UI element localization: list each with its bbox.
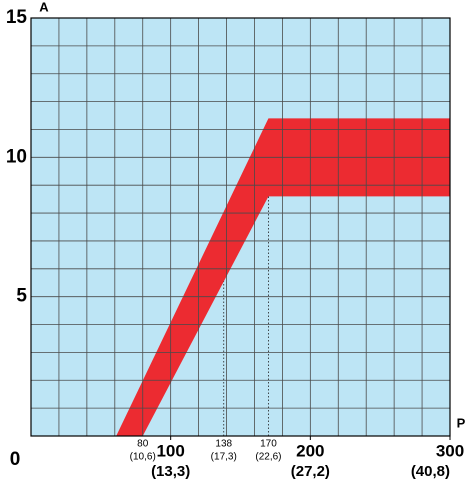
y-axis-label: A: [39, 0, 49, 14]
plot-frame: [30, 17, 451, 437]
x-tick-label: 300: [436, 441, 464, 460]
y-tick-label: 15: [6, 7, 28, 28]
x-tick-sublabel-minor: (17,3): [211, 452, 237, 463]
y-tick-label: 5: [16, 286, 27, 307]
x-tick-label-minor: 170: [260, 439, 277, 450]
x-axis-label: P: [457, 415, 466, 430]
x-tick-label-minor: 138: [215, 439, 232, 450]
x-tick-label: 100: [156, 441, 184, 460]
x-tick-label-minor: 80: [137, 439, 149, 450]
x-tick-sublabel-minor: (10,6): [130, 452, 156, 463]
x-tick-sublabel-minor: (22,6): [255, 452, 281, 463]
x-tick-label: 200: [296, 441, 324, 460]
x-tick-sublabel: (40,8): [411, 463, 450, 480]
x-tick-sublabel: (13,3): [151, 463, 190, 480]
band-area: [116, 118, 451, 436]
x-tick-sublabel: (27,2): [291, 463, 330, 480]
y-tick-label: 10: [6, 146, 27, 167]
y-tick-label: 0: [10, 449, 21, 470]
